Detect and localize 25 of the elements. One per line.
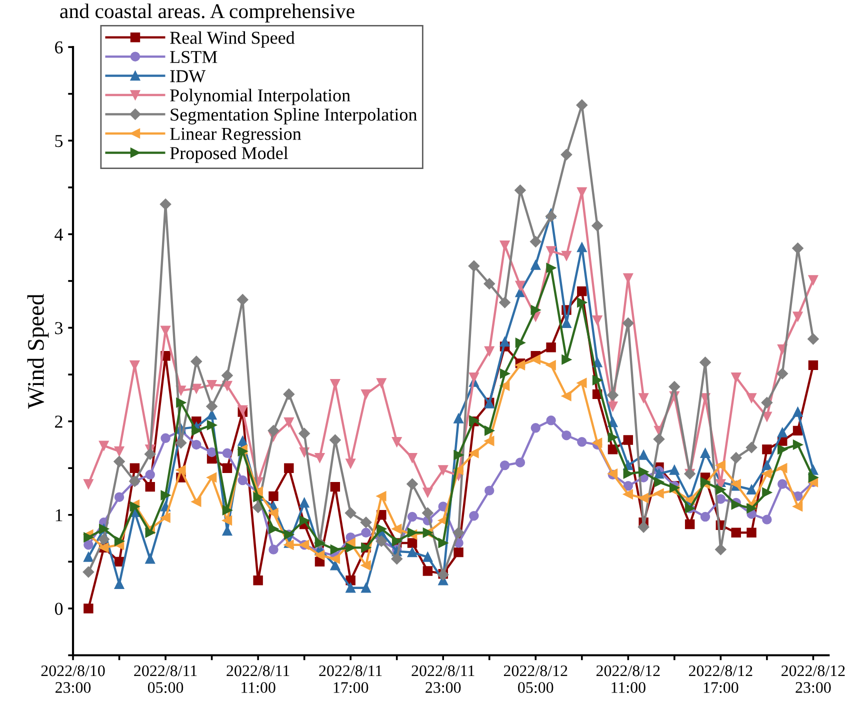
x-tick-label: 2022/8/11 05:00 <box>134 665 197 693</box>
y-tick-label: 5 <box>55 135 63 148</box>
x-tick-label: 2022/8/12 17:00 <box>688 665 752 693</box>
legend-label: LSTM <box>170 50 218 64</box>
y-tick-label: 6 <box>55 41 63 54</box>
text: and coastal areas. A comprehensive <box>60 4 354 22</box>
x-tick-label: 2022/8/11 17:00 <box>319 665 382 693</box>
y-tick-label: 3 <box>55 322 63 334</box>
x-tick-label: 2022/8/10 23:00 <box>41 665 105 693</box>
x-tick-label: 2022/8/12 11:00 <box>596 665 660 693</box>
y-tick-label: 1 <box>56 509 62 522</box>
legend-label: Polynomial Interpolation <box>170 88 350 106</box>
y-tick-label: 0 <box>54 602 63 615</box>
x-tick-label: 2022/8/12 23:00 <box>782 665 845 693</box>
y-tick-label: 2 <box>55 416 62 428</box>
x-tick-label: 2022/8/11 23:00 <box>412 665 474 693</box>
legend-label: Proposed Model <box>170 146 288 163</box>
x-tick-label: 2022/8/12 05:00 <box>504 665 568 693</box>
legend-label: Segmentation Spline Interpolation <box>170 108 417 124</box>
x-tick-label: 2022/8/11 11:00 <box>226 665 290 693</box>
legend-label: Linear Regression <box>170 128 302 144</box>
y-axis-title: Wind Speed <box>27 294 49 409</box>
legend-label: IDW <box>170 70 206 82</box>
y-tick-label: 4 <box>54 228 64 240</box>
legend-label: Real Wind Speed <box>170 31 295 48</box>
